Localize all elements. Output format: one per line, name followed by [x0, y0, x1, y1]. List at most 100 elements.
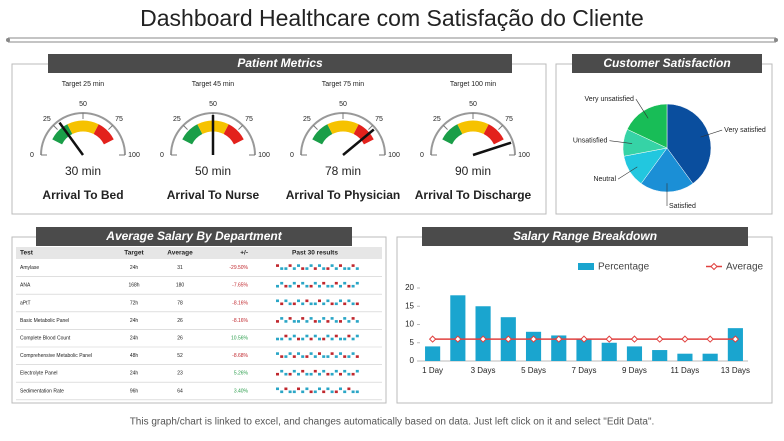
line-marker — [630, 335, 639, 343]
pie-label: Satisfied — [669, 203, 696, 210]
table-cell: 5.26% — [234, 371, 249, 377]
column-header: Past 30 results — [292, 250, 338, 257]
gauge-needle — [342, 128, 375, 156]
result-dot — [355, 334, 359, 338]
result-dot — [297, 387, 300, 391]
line-marker — [655, 335, 664, 343]
result-dot — [309, 352, 313, 355]
result-dot — [330, 302, 334, 306]
gauge-band — [93, 124, 114, 145]
result-dot — [326, 320, 330, 323]
result-dot — [305, 372, 309, 376]
gauge-band — [312, 124, 333, 145]
result-dot — [322, 355, 326, 358]
y-tick-label: 20 — [405, 283, 414, 292]
result-dot — [297, 372, 300, 376]
table-cell: 52 — [177, 353, 183, 359]
result-dot — [276, 299, 279, 303]
bar — [727, 328, 743, 361]
table-cell: 168h — [128, 283, 139, 289]
result-dot — [284, 284, 288, 288]
gauge-band — [223, 124, 244, 145]
result-dot — [334, 369, 338, 373]
table-cell: 72h — [130, 300, 139, 306]
result-dot — [343, 337, 347, 341]
result-dot — [318, 299, 321, 303]
gauge-title: Arrival To Bed — [42, 188, 123, 202]
result-dot — [334, 281, 338, 285]
gauge-tick-label: 0 — [30, 152, 34, 159]
result-dot — [339, 387, 342, 391]
result-dot — [305, 320, 309, 323]
result-dot — [330, 264, 334, 267]
result-dot — [309, 302, 313, 306]
gauge-value: 50 min — [195, 164, 231, 178]
gauge-value: 30 min — [65, 164, 101, 178]
gauge-tick-label: 75 — [505, 116, 513, 123]
result-dot — [326, 372, 330, 376]
x-tick-label: 7 Days — [572, 366, 597, 375]
bar — [601, 342, 617, 361]
result-dot — [280, 317, 284, 320]
result-dot — [288, 317, 292, 320]
gauge-needle — [472, 141, 512, 157]
pie-label: Neutral — [593, 176, 616, 183]
result-dot — [322, 302, 326, 306]
result-dot — [301, 302, 305, 306]
gauge-scale — [300, 112, 386, 156]
bar — [576, 339, 592, 361]
result-dot — [284, 355, 288, 358]
gauge-tick-label: 50 — [469, 101, 477, 108]
panel-title: Patient Metrics — [237, 56, 323, 70]
result-dot — [297, 352, 300, 355]
result-dot — [318, 387, 321, 391]
result-dot — [330, 284, 334, 288]
table-cell: aPtT — [20, 300, 31, 306]
y-tick-label: 0 — [410, 356, 415, 365]
result-dot — [339, 299, 342, 303]
gauge-tick-label: 50 — [79, 101, 87, 108]
gauge-band — [52, 124, 73, 145]
table-cell: 23 — [177, 371, 183, 377]
table-cell: 24h — [130, 371, 139, 377]
table-cell: 96h — [130, 388, 139, 394]
table-cell: 180 — [176, 283, 185, 289]
bar — [475, 306, 491, 361]
result-dot — [280, 355, 284, 358]
result-dot — [330, 390, 334, 394]
column-header: Average — [167, 250, 193, 257]
bar — [677, 353, 693, 361]
gauge-tick-label: 100 — [518, 152, 530, 159]
gauge-scale — [430, 112, 516, 156]
result-dot — [276, 337, 279, 341]
bar — [450, 295, 466, 361]
line-marker — [731, 335, 740, 343]
result-dot — [313, 334, 317, 338]
result-dot — [280, 267, 284, 270]
gauge-title: Arrival To Discharge — [415, 188, 532, 202]
legend-swatch — [578, 263, 594, 270]
result-dot — [301, 281, 305, 285]
gauge-needle — [58, 121, 85, 156]
result-dot — [318, 372, 321, 376]
result-dot — [284, 372, 288, 376]
table-cell: -8.16% — [232, 318, 248, 324]
gauge-tick-label: 0 — [420, 152, 424, 159]
result-dot — [280, 337, 284, 341]
result-dot — [326, 334, 330, 338]
gauge-target: Target 75 min — [322, 81, 365, 88]
result-dot — [355, 281, 359, 285]
result-dot — [309, 317, 313, 320]
result-dot — [276, 320, 279, 323]
result-dot — [301, 267, 305, 270]
gauge-tick-label: 25 — [173, 116, 181, 123]
gauge-tick-label: 100 — [258, 152, 270, 159]
result-dot — [292, 281, 296, 285]
result-dot — [288, 264, 292, 267]
pie-label: Unsatisfied — [573, 138, 608, 145]
table-cell: Basic Metabolic Panel — [20, 318, 69, 324]
result-dot — [292, 334, 296, 338]
result-dot — [326, 299, 330, 303]
result-dot — [305, 284, 309, 288]
line-marker — [504, 335, 513, 343]
